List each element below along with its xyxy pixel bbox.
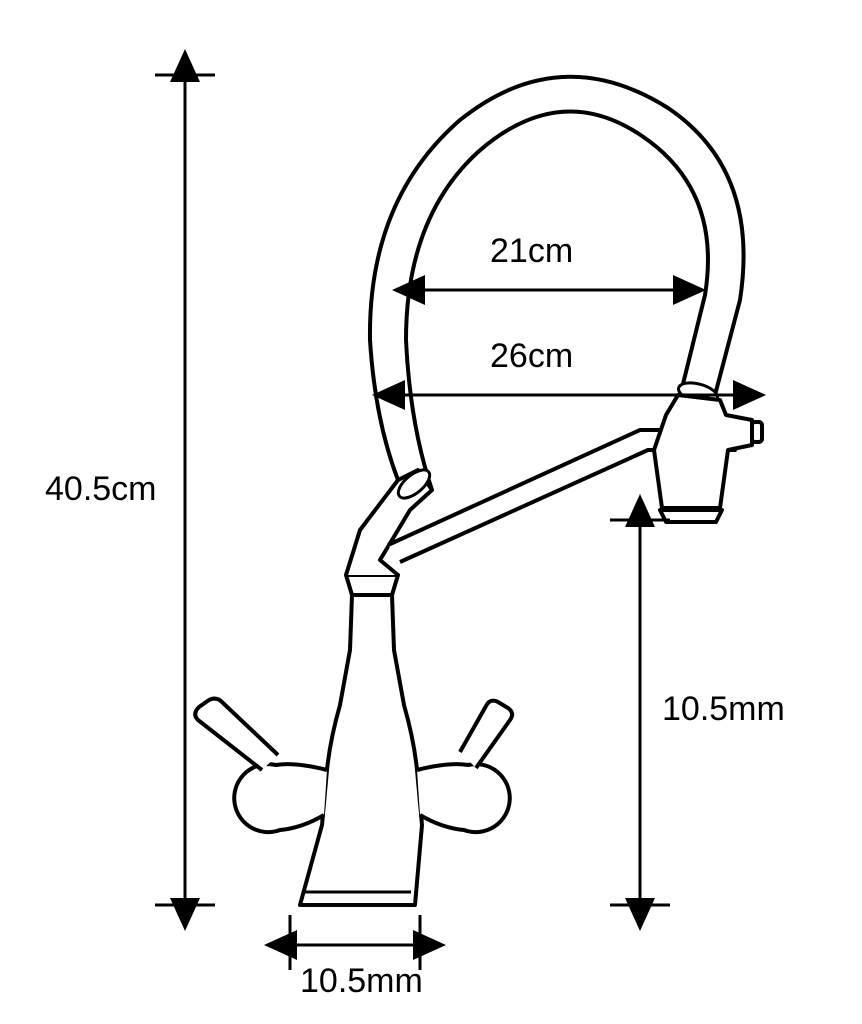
spray-head bbox=[654, 395, 762, 522]
dim-secondary-height bbox=[610, 520, 670, 905]
label-spout-reach: 21cm bbox=[490, 232, 573, 270]
right-handle bbox=[417, 701, 512, 832]
faucet-base bbox=[300, 595, 422, 905]
label-total-height: 40.5cm bbox=[45, 470, 157, 508]
label-spout-width: 26cm bbox=[490, 337, 573, 375]
faucet-outline bbox=[195, 77, 762, 905]
body-collar bbox=[346, 575, 398, 595]
label-base-width: 10.5mm bbox=[300, 962, 423, 1000]
faucet-dimension-diagram: 40.5cm 21cm 26cm 10.5mm 10.5mm bbox=[0, 0, 862, 1024]
dim-total-height bbox=[155, 75, 215, 905]
label-secondary-h: 10.5mm bbox=[662, 690, 785, 728]
left-handle bbox=[195, 699, 327, 833]
